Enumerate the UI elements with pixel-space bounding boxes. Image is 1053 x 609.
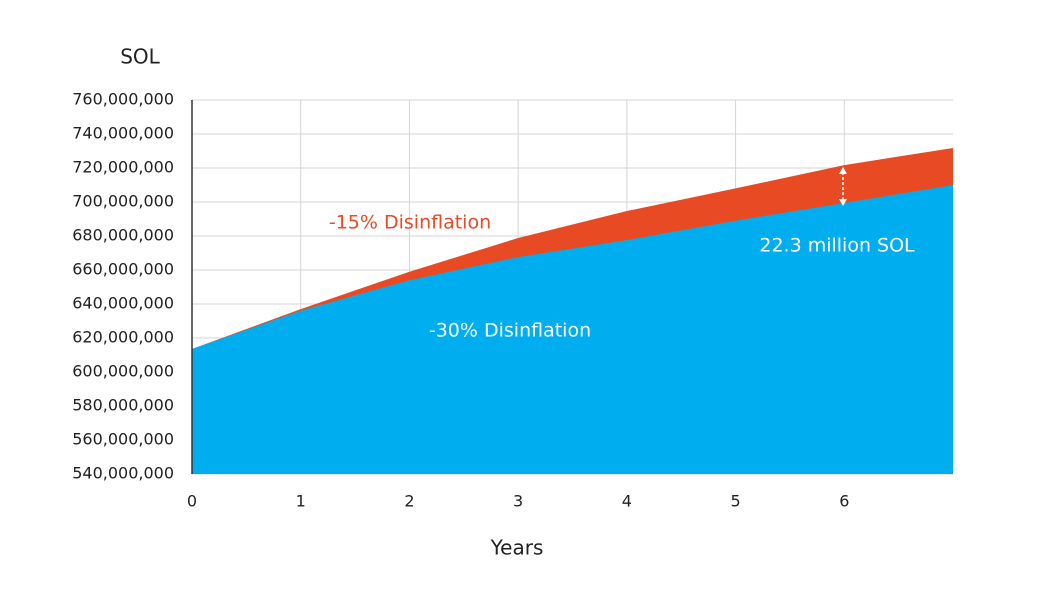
series-label: -30% Disinflation [429,320,591,342]
x-axis-label: Years [490,536,544,560]
x-tick-label: 4 [622,492,632,511]
y-tick-label: 620,000,000 [72,328,174,347]
x-tick-label: 0 [187,492,197,511]
annotation: 22.3 million SOL [759,235,915,257]
y-tick-label: 700,000,000 [72,192,174,211]
y-tick-label: 760,000,000 [72,90,174,109]
y-tick-label: 720,000,000 [72,158,174,177]
y-tick-label: 600,000,000 [72,362,174,381]
area [192,185,953,474]
x-tick-label: 1 [296,492,306,511]
y-tick-label: 640,000,000 [72,294,174,313]
y-tick-label: 740,000,000 [72,124,174,143]
y-axis-label: SOL [120,45,160,69]
y-tick-label: 680,000,000 [72,226,174,245]
x-tick-label: 2 [404,492,414,511]
x-tick-label: 5 [730,492,740,511]
x-tick-label: 3 [513,492,523,511]
y-tick-label: 580,000,000 [72,396,174,415]
series-label: -15% Disinflation [329,212,491,234]
y-tick-label: 560,000,000 [72,430,174,449]
y-tick-label: 540,000,000 [72,464,174,483]
y-tick-label: 660,000,000 [72,260,174,279]
x-tick-label: 6 [839,492,849,511]
